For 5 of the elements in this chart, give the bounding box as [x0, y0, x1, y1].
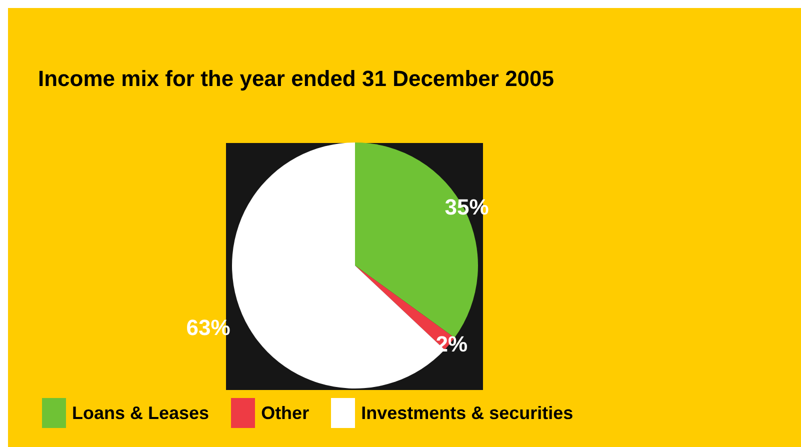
data-label: 35%	[444, 194, 489, 220]
legend-label: Other	[261, 402, 310, 424]
legend-label: Investments & securities	[361, 402, 574, 424]
chart-title: Income mix for the year ended 31 December 2005	[38, 66, 554, 92]
legend-label: Loans & Leases	[72, 402, 210, 424]
